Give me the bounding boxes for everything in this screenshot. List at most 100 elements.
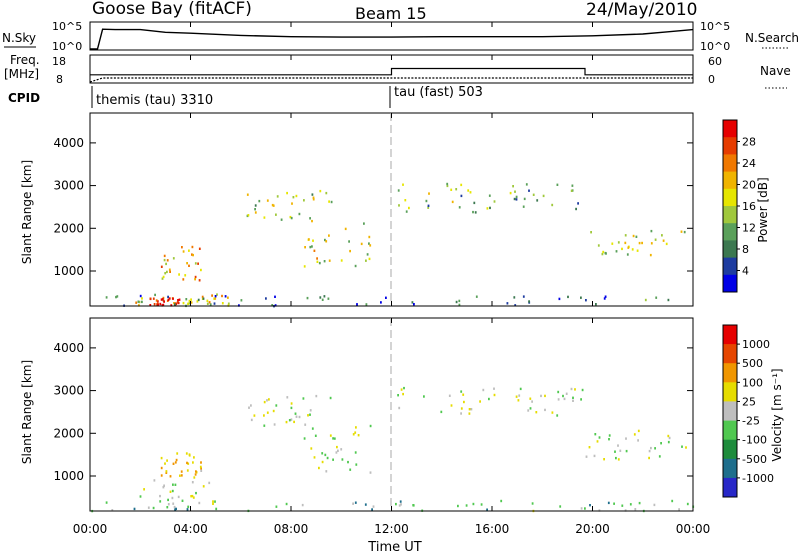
- heatmap-cell: [356, 303, 358, 306]
- heatmap-cell: [212, 500, 214, 503]
- freq-right-tick-top: 60: [708, 55, 722, 68]
- heatmap-cell: [275, 404, 278, 407]
- heatmap-cell: [352, 502, 354, 505]
- heatmap-cell: [211, 294, 213, 297]
- freq-left-label-1: Freq.: [10, 53, 40, 67]
- heatmap-cell: [662, 239, 665, 242]
- heatmap-cell: [619, 449, 622, 452]
- heatmap-cell: [185, 298, 188, 301]
- heatmap-cell: [192, 253, 194, 257]
- colorbar-swatch: [723, 420, 737, 441]
- colorbar-tick-label: -25: [742, 415, 760, 428]
- heatmap-cell: [625, 449, 628, 453]
- colorbar-swatch: [723, 171, 737, 190]
- heatmap-cell: [448, 394, 451, 397]
- heatmap-cell: [621, 504, 624, 507]
- heatmap-cell: [323, 295, 326, 298]
- heatmap-cell: [115, 295, 117, 299]
- heatmap-cell: [208, 481, 211, 485]
- heatmap-cell: [161, 298, 164, 301]
- heatmap-cell: [263, 400, 266, 404]
- heatmap-cell: [164, 462, 166, 465]
- heatmap-cell: [597, 244, 600, 247]
- heatmap-cell: [303, 265, 306, 268]
- heatmap-cell: [340, 448, 343, 451]
- heatmap-cell: [309, 409, 312, 412]
- heatmap-cell: [149, 304, 152, 307]
- heatmap-cell: [588, 446, 591, 449]
- heatmap-cell: [486, 508, 488, 511]
- heatmap-cell: [177, 299, 179, 302]
- heatmap-cell: [617, 458, 620, 461]
- heatmap-cell: [302, 397, 305, 400]
- heatmap-cell: [280, 218, 283, 221]
- heatmap-cell: [323, 260, 326, 263]
- heatmap-cell: [312, 239, 314, 242]
- heatmap-cell: [519, 387, 522, 391]
- heatmap-cell: [535, 411, 538, 414]
- colorbar-swatch: [723, 401, 737, 421]
- heatmap-cell: [271, 304, 274, 307]
- heatmap-cell: [562, 394, 564, 398]
- heatmap-cell: [263, 216, 266, 219]
- heatmap-cell: [626, 253, 629, 256]
- heatmap-cell: [329, 396, 332, 400]
- heatmap-cell: [411, 301, 414, 304]
- heatmap-cell: [318, 261, 321, 265]
- heatmap-cell: [182, 278, 185, 281]
- power-heatmap-cells: [105, 182, 686, 308]
- heatmap-cell: [311, 193, 314, 196]
- heatmap-cell: [200, 461, 202, 464]
- heatmap-cell: [404, 199, 407, 202]
- heatmap-cell: [253, 414, 256, 417]
- power-y-axis-label: Slant Range [km]: [20, 160, 34, 264]
- heatmap-cell: [372, 505, 375, 508]
- heatmap-cell: [402, 183, 404, 186]
- heatmap-cell: [450, 188, 453, 191]
- heatmap-cell: [369, 244, 372, 247]
- heatmap-cell: [186, 508, 189, 511]
- heatmap-cell: [347, 460, 349, 464]
- heatmap-cell: [621, 247, 623, 251]
- heatmap-cell: [572, 396, 574, 399]
- heatmap-cell: [192, 496, 195, 499]
- heatmap-cell: [186, 262, 188, 265]
- station-title: Goose Bay (fitACF): [92, 0, 252, 19]
- heatmap-cell: [517, 399, 520, 402]
- heatmap-cell: [309, 245, 312, 249]
- heatmap-cell: [194, 473, 197, 476]
- freq-left-tick-top: 18: [52, 55, 66, 68]
- heatmap-cell: [336, 445, 338, 449]
- heatmap-cell: [450, 404, 453, 407]
- heatmap-cell: [214, 297, 217, 300]
- heatmap-cell: [413, 303, 415, 306]
- heatmap-cell: [160, 474, 163, 477]
- heatmap-cell: [641, 241, 643, 245]
- heatmap-cell: [254, 211, 257, 214]
- heatmap-cell: [398, 504, 401, 507]
- heatmap-cell: [196, 300, 199, 303]
- colorbar-tick-label: 4: [742, 265, 749, 278]
- colorbar-swatch: [723, 382, 737, 402]
- heatmap-cell: [446, 184, 449, 188]
- heatmap-cell: [654, 238, 657, 241]
- heatmap-cell: [191, 494, 194, 498]
- heatmap-cell: [650, 242, 653, 245]
- colorbar-tick-label: -1000: [742, 472, 774, 485]
- heatmap-cell: [665, 242, 668, 246]
- heatmap-cell: [557, 398, 560, 401]
- heatmap-cell: [214, 500, 216, 503]
- heatmap-cell: [197, 298, 200, 302]
- heatmap-cell: [605, 252, 607, 255]
- heatmap-cell: [266, 411, 269, 414]
- heatmap-cell: [200, 469, 203, 472]
- heatmap-cell: [667, 298, 670, 302]
- colorbar-swatch: [723, 120, 737, 138]
- heatmap-cell: [551, 203, 554, 207]
- heatmap-cell: [458, 303, 461, 307]
- heatmap-cell: [636, 249, 639, 252]
- heatmap-cell: [633, 433, 636, 436]
- heatmap-cell: [563, 397, 566, 401]
- heatmap-cell: [216, 293, 218, 296]
- date-title: 24/May/2010: [586, 0, 698, 20]
